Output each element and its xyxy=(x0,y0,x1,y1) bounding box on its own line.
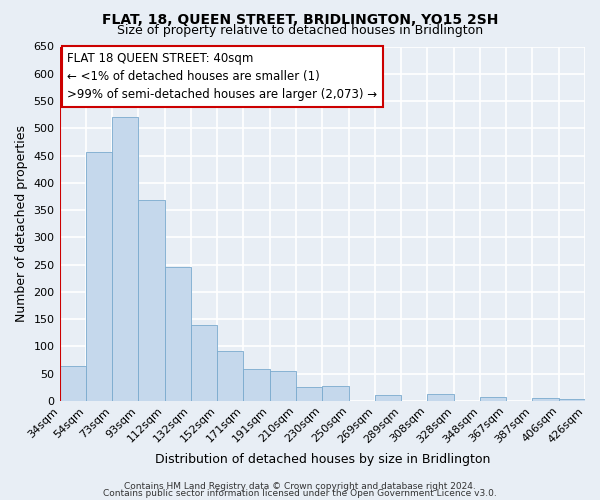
Text: FLAT, 18, QUEEN STREET, BRIDLINGTON, YO15 2SH: FLAT, 18, QUEEN STREET, BRIDLINGTON, YO1… xyxy=(102,12,498,26)
Bar xyxy=(139,200,164,401)
Bar xyxy=(164,266,191,401)
Y-axis label: Number of detached properties: Number of detached properties xyxy=(15,125,28,322)
Bar xyxy=(296,386,322,401)
Text: Size of property relative to detached houses in Bridlington: Size of property relative to detached ho… xyxy=(117,24,483,37)
Bar xyxy=(427,394,454,401)
Text: Contains public sector information licensed under the Open Government Licence v3: Contains public sector information licen… xyxy=(103,489,497,498)
Bar xyxy=(191,324,217,401)
Bar xyxy=(375,396,401,401)
Bar xyxy=(244,368,270,401)
Bar xyxy=(112,117,139,401)
Bar xyxy=(480,397,506,401)
Bar xyxy=(559,399,585,401)
X-axis label: Distribution of detached houses by size in Bridlington: Distribution of detached houses by size … xyxy=(155,453,490,466)
Bar xyxy=(86,152,112,401)
Text: Contains HM Land Registry data © Crown copyright and database right 2024.: Contains HM Land Registry data © Crown c… xyxy=(124,482,476,491)
Bar xyxy=(532,398,559,401)
Text: FLAT 18 QUEEN STREET: 40sqm
← <1% of detached houses are smaller (1)
>99% of sem: FLAT 18 QUEEN STREET: 40sqm ← <1% of det… xyxy=(67,52,377,101)
Bar xyxy=(270,371,296,401)
Bar xyxy=(59,366,86,401)
Bar xyxy=(322,386,349,401)
Bar xyxy=(217,350,244,401)
